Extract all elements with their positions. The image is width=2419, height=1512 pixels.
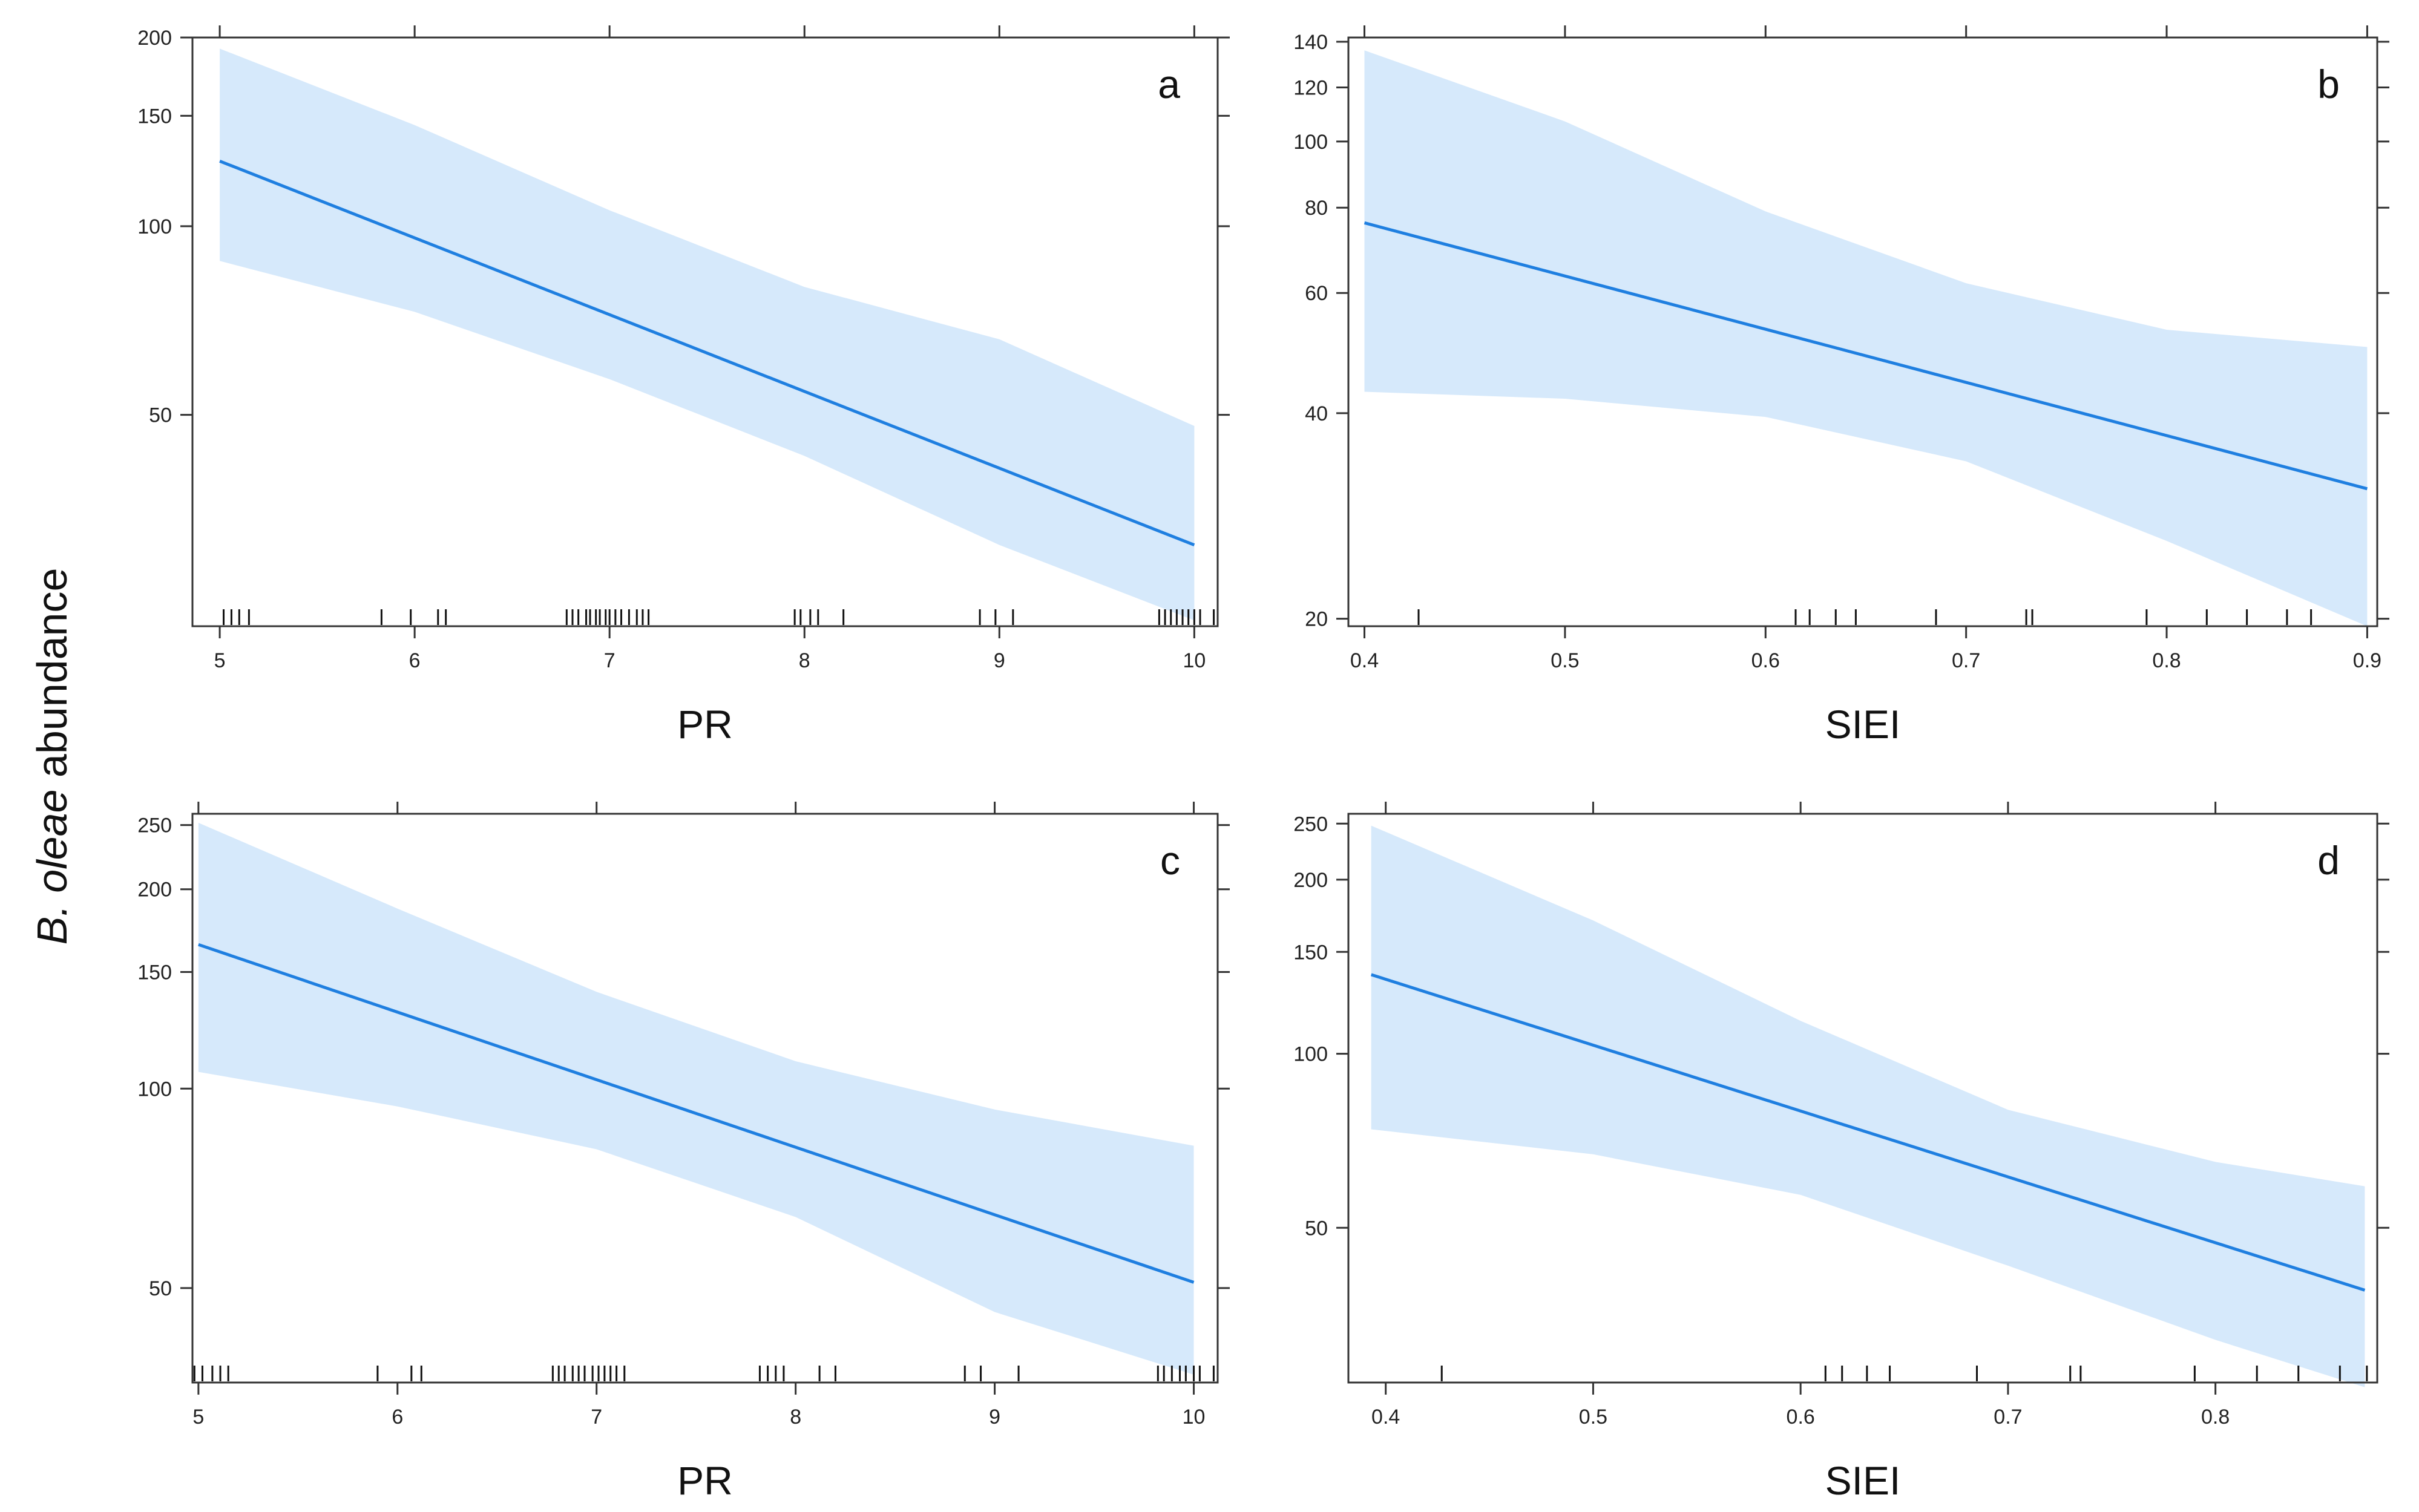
panel-b-confidence-band: [1364, 50, 2368, 626]
panel-d-y-tick-label: 100: [1293, 1043, 1328, 1066]
panel-a-y-tick-label: 200: [137, 27, 172, 50]
panel-d-confidence-band: [1371, 825, 2365, 1387]
panel-d-fit-line: [1370, 973, 2366, 1292]
panel-b-y-tick-label: 80: [1305, 197, 1328, 220]
panel-b-x-tick-label: 0.8: [2152, 649, 2181, 672]
panel-b-x-axis-title: SIEI: [1825, 702, 1901, 747]
panel-a-frame: [191, 36, 1219, 627]
panel-d-x-tick-label: 0.7: [1994, 1406, 2022, 1429]
panel-d-x-axis-title: SIEI: [1825, 1458, 1901, 1503]
panel-d-y-tick-label: 200: [1293, 869, 1328, 892]
y-axis-label-species: B. oleae: [28, 790, 76, 945]
panel-d-letter: d: [2317, 838, 2340, 883]
panel-d-y-tick-label: 150: [1293, 941, 1328, 964]
panel-a-x-tick-label: 10: [1183, 649, 1206, 672]
panel-c-y-tick-label: 250: [137, 814, 172, 837]
panel-d-x-tick-label: 0.5: [1579, 1406, 1607, 1429]
y-axis-label-rest: abundance: [28, 568, 76, 790]
panel-a: 5 6 7 8 9 10 50 100 150 200 a PR: [137, 25, 1230, 747]
panel-b-x-tick-label: 0.4: [1350, 649, 1379, 672]
panel-c-y-tick-label: 150: [137, 961, 172, 984]
panel-a-letter: a: [1158, 62, 1180, 106]
panel-c-confidence-band: [198, 822, 1194, 1375]
panel-c-fit-line: [198, 943, 1195, 1284]
panel-c-x-tick-label: 8: [790, 1406, 801, 1429]
panel-a-x-tick-label: 8: [799, 649, 810, 672]
panel-c-y-tick-label: 50: [149, 1277, 172, 1300]
panel-c-x-tick-label: 5: [192, 1406, 204, 1429]
panel-b-y-tick-label: 20: [1305, 608, 1328, 631]
panel-c-x-tick-label: 10: [1183, 1406, 1206, 1429]
panel-c-y-tick-label: 100: [137, 1078, 172, 1101]
panel-c-y-tick-label: 200: [137, 879, 172, 902]
panel-c: 5 6 7 8 9 10 50 100 150 200 250 c PR: [137, 802, 1230, 1503]
panel-b-y-tick-label: 120: [1293, 76, 1328, 99]
panel-d: 0.4 0.5 0.6 0.7 0.8 50 100 150 200 250 d SIEI: [1293, 802, 2389, 1503]
panel-b-fit-line: [1364, 221, 2368, 491]
panel-b-y-tick-label: 60: [1305, 282, 1328, 305]
y-axis-label: B. oleae abundance: [28, 568, 76, 945]
panel-b: 0.4 0.5 0.6 0.7 0.8 0.9 20 40 60 80 100 120 140 b SIEI: [1293, 25, 2389, 747]
panel-b-frame: [1347, 36, 2378, 627]
panel-a-y-tick-label: 100: [137, 215, 172, 238]
panel-c-x-tick-label: 7: [591, 1406, 602, 1429]
panel-a-x-axis-title: PR: [677, 702, 733, 747]
panel-b-letter: b: [2317, 62, 2340, 106]
panel-a-y-tick-label: 50: [149, 404, 172, 427]
panel-c-letter: c: [1160, 838, 1180, 883]
panel-a-y-tick-label: 150: [137, 105, 172, 128]
panel-d-y-tick-label: 50: [1305, 1217, 1328, 1240]
panel-a-x-tick-label: 9: [994, 649, 1005, 672]
panel-b-x-tick-label: 0.7: [1952, 649, 1980, 672]
panel-d-x-tick-label: 0.6: [1787, 1406, 1815, 1429]
panel-b-x-tick-label: 0.5: [1551, 649, 1579, 672]
panel-a-x-tick-label: 5: [214, 649, 226, 672]
panel-b-x-tick-label: 0.6: [1751, 649, 1780, 672]
panel-c-x-tick-label: 9: [989, 1406, 1000, 1429]
panel-a-x-tick-label: 6: [409, 649, 421, 672]
panel-b-y-tick-label: 100: [1293, 131, 1328, 154]
panel-c-x-tick-label: 6: [392, 1406, 403, 1429]
panel-a-x-tick-label: 7: [604, 649, 615, 672]
panel-d-y-tick-label: 250: [1293, 813, 1328, 836]
panel-d-x-tick-label: 0.4: [1371, 1406, 1400, 1429]
panel-c-x-axis-title: PR: [677, 1458, 733, 1503]
panel-d-frame: [1347, 813, 2378, 1384]
panel-b-x-tick-label: 0.9: [2353, 649, 2381, 672]
panel-a-fit-line: [219, 159, 1195, 547]
panel-b-y-tick-label: 40: [1305, 402, 1328, 425]
panel-a-confidence-band: [220, 48, 1195, 621]
panel-c-frame: [191, 813, 1219, 1384]
panel-b-y-tick-label: 140: [1293, 31, 1328, 54]
panel-d-x-tick-label: 0.8: [2201, 1406, 2230, 1429]
